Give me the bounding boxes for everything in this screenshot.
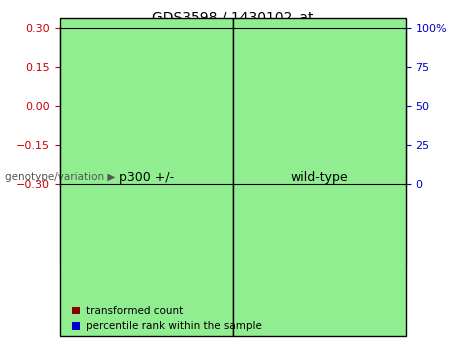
Point — [315, 142, 323, 148]
Bar — [252, 106, 272, 109]
Point — [373, 72, 381, 78]
Point — [258, 107, 266, 112]
Text: p300 +/-: p300 +/- — [119, 171, 174, 183]
Text: wild-type: wild-type — [290, 171, 348, 183]
Text: GSM458548: GSM458548 — [142, 192, 151, 251]
Text: GSM458550: GSM458550 — [257, 192, 266, 251]
Point — [85, 100, 92, 106]
Bar — [309, 106, 329, 140]
Text: GSM458552: GSM458552 — [372, 192, 382, 251]
Title: GDS3598 / 1430102_at: GDS3598 / 1430102_at — [152, 11, 313, 24]
Bar — [367, 83, 387, 106]
Bar — [136, 49, 156, 106]
Bar — [194, 106, 214, 137]
Bar — [60, 18, 233, 336]
Text: genotype/variation ▶: genotype/variation ▶ — [5, 172, 115, 182]
Legend: transformed count, percentile rank within the sample: transformed count, percentile rank withi… — [72, 306, 261, 331]
Text: GSM458551: GSM458551 — [314, 192, 324, 251]
Point — [200, 142, 207, 148]
Bar — [79, 104, 99, 106]
Point — [142, 41, 150, 47]
Text: GSM458549: GSM458549 — [199, 192, 209, 251]
Bar — [233, 18, 406, 336]
Text: GSM458547: GSM458547 — [84, 192, 94, 251]
